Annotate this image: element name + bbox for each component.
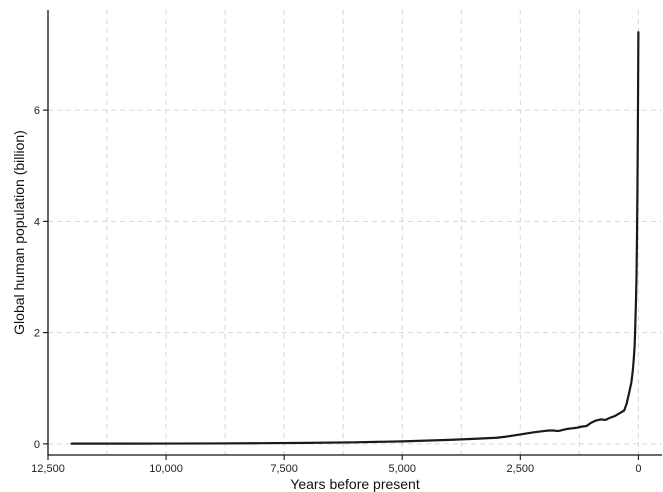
grid-layer: [47, 10, 662, 455]
y-tick-label: 4: [34, 216, 40, 228]
y-axis-title: Global human population (billion): [11, 130, 27, 335]
x-tick-label: 5,000: [388, 463, 416, 475]
y-tick-label: 2: [34, 328, 40, 340]
x-tick-label: 2,500: [507, 463, 535, 475]
population-series-line: [70, 31, 640, 445]
y-tick-label: 6: [34, 105, 40, 117]
x-tick-label: 0: [635, 463, 641, 475]
tick-layer: 12,500 10,000 7,500 5,000 2,500 0 0 2 4 6: [31, 105, 641, 475]
x-tick-label: 7,500: [270, 463, 298, 475]
y-tick-label: 0: [34, 439, 40, 451]
x-tick-label: 12,500: [31, 463, 65, 475]
x-axis-title: Years before present: [290, 476, 420, 492]
x-tick-label: 10,000: [149, 463, 183, 475]
